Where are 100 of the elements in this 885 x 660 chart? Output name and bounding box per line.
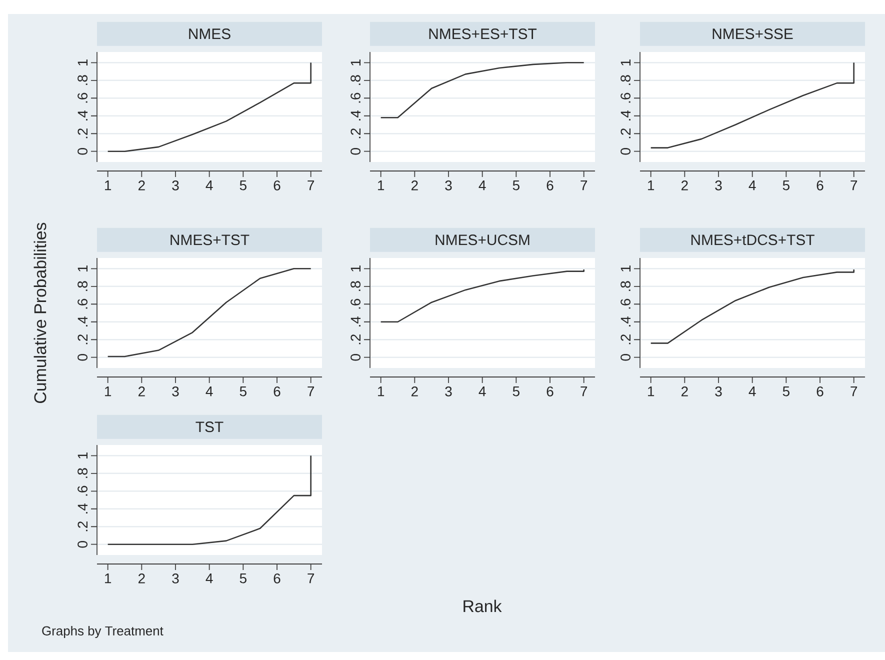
- x-tick-label: 2: [138, 386, 145, 396]
- y-tick-label: .8: [78, 75, 88, 85]
- x-tick-label: 3: [715, 386, 722, 396]
- line-series: [107, 62, 312, 152]
- y-tick-label: 1: [78, 265, 88, 272]
- x-tick-label: 7: [580, 180, 588, 190]
- x-tick-label: 2: [411, 386, 418, 396]
- y-tick-label: .8: [78, 468, 88, 478]
- x-tick-label: 5: [240, 180, 246, 190]
- x-tick-label: 1: [105, 180, 112, 190]
- y-tick-label: .2: [78, 521, 88, 532]
- x-tick-label: 3: [445, 180, 452, 190]
- y-tick-label: .2: [620, 334, 630, 344]
- y-tick-label: 0: [78, 148, 88, 155]
- x-tick-label: 4: [478, 180, 486, 190]
- chart-title: NMES: [189, 28, 230, 40]
- y-tick-label: .2: [620, 128, 630, 138]
- x-tick-label: 4: [206, 386, 213, 396]
- y-tick-label: 0: [620, 148, 630, 155]
- y-tick-label: .2: [350, 334, 360, 344]
- y-tick-label: .8: [620, 75, 630, 85]
- x-tick-label: 1: [105, 574, 112, 584]
- x-tick-label: 5: [240, 386, 246, 396]
- y-tick-label: 0: [350, 148, 360, 155]
- x-tick-label: 6: [546, 386, 554, 396]
- line-series: [650, 62, 854, 148]
- y-tick-label: .6: [620, 298, 630, 309]
- x-tick-label: 5: [240, 574, 246, 584]
- x-tick-label: 1: [105, 386, 112, 396]
- x-tick-label: 2: [138, 180, 145, 190]
- x-tick-label: 7: [308, 180, 314, 190]
- x-tick-label: 4: [748, 180, 756, 190]
- y-tick-label: 1: [350, 59, 360, 66]
- line-series: [650, 268, 854, 344]
- x-tick-label: 5: [512, 180, 520, 190]
- x-tick-label: 1: [648, 180, 654, 190]
- chart-title: TST: [196, 422, 224, 432]
- y-tick-label: 0: [78, 541, 88, 548]
- chart-title: NMES+TST: [170, 234, 250, 246]
- text: Graphs by Treatment: [42, 626, 164, 638]
- y-tick-label: .6: [620, 92, 630, 103]
- y-tick-label: 1: [350, 265, 360, 272]
- x-tick-label: 6: [816, 386, 824, 396]
- chart-title: NMES+SSE: [712, 28, 793, 40]
- x-tick-label: 1: [378, 180, 384, 190]
- x-tick-label: 7: [850, 386, 858, 396]
- x-tick-label: 4: [748, 386, 756, 396]
- y-tick-label: .4: [78, 503, 88, 514]
- y-tick-label: .6: [78, 92, 88, 103]
- y-tick-label: .4: [620, 110, 630, 120]
- y-tick-label: 1: [620, 265, 630, 272]
- x-tick-label: 6: [274, 574, 280, 584]
- y-tick-label: 0: [350, 354, 360, 361]
- x-tick-label: 2: [681, 180, 688, 190]
- x-tick-label: 7: [308, 574, 314, 584]
- line-series: [380, 62, 584, 118]
- y-tick-label: .6: [350, 298, 360, 309]
- x-axis-title: Rank: [464, 600, 502, 612]
- x-tick-label: 1: [648, 386, 654, 396]
- y-tick-label: .8: [350, 281, 360, 291]
- x-tick-label: 2: [681, 386, 688, 396]
- y-tick-label: .4: [620, 316, 630, 326]
- y-tick-label: .6: [78, 486, 88, 496]
- y-tick-label: 1: [620, 59, 630, 66]
- x-tick-label: 6: [816, 180, 824, 190]
- y-tick-label: 0: [78, 354, 88, 361]
- x-tick-label: 5: [782, 180, 790, 190]
- y-tick-label: .4: [78, 110, 88, 120]
- x-tick-label: 7: [308, 386, 314, 396]
- x-tick-label: 4: [206, 180, 213, 190]
- x-tick-label: 6: [274, 386, 280, 396]
- x-tick-label: 7: [850, 180, 858, 190]
- y-tick-label: 0: [620, 354, 630, 361]
- x-tick-label: 5: [512, 386, 520, 396]
- x-tick-label: 2: [411, 180, 418, 190]
- y-tick-label: .4: [350, 110, 360, 120]
- x-tick-label: 7: [580, 386, 588, 396]
- y-tick-label: .2: [78, 334, 88, 344]
- x-tick-label: 6: [274, 180, 280, 190]
- y-tick-label: .4: [350, 316, 360, 326]
- y-tick-label: .6: [350, 92, 360, 103]
- x-tick-label: 5: [782, 386, 790, 396]
- y-tick-label: .2: [78, 128, 88, 138]
- chart-title: NMES+ES+TST: [429, 28, 537, 40]
- chart-title: NMES+UCSM: [436, 234, 530, 246]
- y-tick-label: 1: [78, 452, 88, 458]
- x-tick-label: 3: [715, 180, 722, 190]
- x-tick-label: 3: [172, 574, 179, 584]
- y-tick-label: .2: [350, 128, 360, 138]
- x-tick-label: 3: [172, 386, 179, 396]
- x-tick-label: 6: [546, 180, 554, 190]
- y-tick-label: .6: [78, 298, 88, 309]
- line-series: [107, 268, 312, 358]
- x-tick-label: 2: [138, 574, 145, 584]
- y-tick-label: 1: [78, 59, 88, 66]
- x-tick-label: 4: [206, 574, 213, 584]
- x-tick-label: 3: [172, 180, 179, 190]
- y-tick-label: .8: [350, 75, 360, 85]
- y-tick-label: .8: [78, 281, 88, 291]
- y-tick-label: .8: [620, 281, 630, 291]
